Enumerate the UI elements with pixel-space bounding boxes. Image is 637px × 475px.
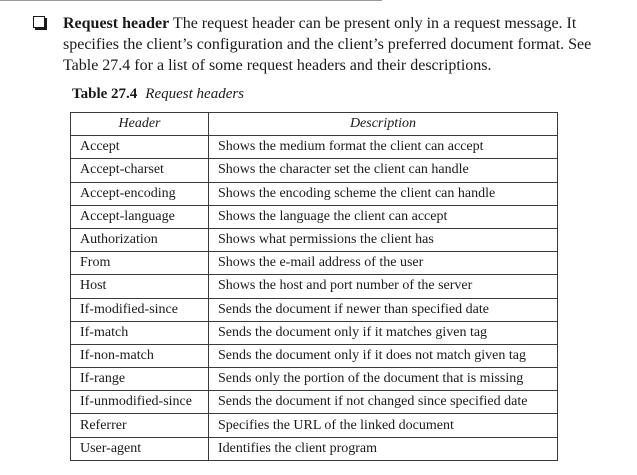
table-row: From Shows the e-mail address of the use… bbox=[70, 251, 558, 276]
header-name-cell: If-unmodified-since bbox=[70, 390, 209, 415]
table-row: User-agent Identifies the client program bbox=[70, 436, 558, 461]
table-header-row: Header Description bbox=[70, 111, 558, 137]
description-cell: Sends only the portion of the document t… bbox=[208, 367, 558, 392]
header-name-cell: User-agent bbox=[70, 436, 209, 461]
header-name-cell: From bbox=[70, 251, 209, 276]
top-divider bbox=[0, 0, 382, 1]
table-row: If-modified-since Sends the document if … bbox=[70, 297, 558, 322]
table-row: Accept-language Shows the language the c… bbox=[70, 204, 558, 229]
header-name-cell: Host bbox=[70, 274, 209, 299]
paragraph-line-3: Table 27.4 for a list of some request he… bbox=[63, 57, 492, 74]
table-row: Accept-encoding Shows the encoding schem… bbox=[70, 181, 558, 206]
header-name-cell: Accept-encoding bbox=[70, 181, 209, 206]
table-row: Accept-charset Shows the character set t… bbox=[70, 158, 558, 183]
table-row: Authorization Shows what permissions the… bbox=[70, 227, 558, 253]
description-cell: Shows the encoding scheme the client can… bbox=[208, 181, 558, 206]
description-cell: Shows the character set the client can h… bbox=[208, 158, 558, 183]
header-name-cell: Referrer bbox=[70, 413, 209, 438]
description-cell: Specifies the URL of the linked document bbox=[208, 413, 558, 438]
table-row: Referrer Specifies the URL of the linked… bbox=[70, 413, 558, 438]
description-cell: Shows the language the client can accept bbox=[208, 204, 558, 229]
bullet-box-icon bbox=[33, 16, 45, 28]
header-name-cell: Accept bbox=[70, 135, 209, 160]
table-row: Host Shows the host and port number of t… bbox=[70, 274, 558, 299]
description-cell: Identifies the client program bbox=[208, 436, 558, 461]
description-cell: Sends the document only if it matches gi… bbox=[208, 320, 558, 345]
header-name-cell: If-range bbox=[70, 367, 209, 392]
column-header-description: Description bbox=[208, 111, 558, 137]
description-cell: Sends the document if not changed since … bbox=[208, 390, 558, 415]
paragraph-line-2: specifies the client’s configuration and… bbox=[63, 36, 592, 53]
table-row: If-match Sends the document only if it m… bbox=[70, 320, 558, 345]
paragraph-line-1: The request header can be present only i… bbox=[169, 15, 577, 32]
table-row: Accept Shows the medium format the clien… bbox=[70, 135, 558, 160]
column-header-header: Header bbox=[70, 111, 209, 137]
header-name-cell: Authorization bbox=[70, 227, 209, 253]
table-caption-title: Request headers bbox=[145, 86, 245, 102]
description-cell: Sends the document only if it does not m… bbox=[208, 343, 558, 369]
table-row: If-unmodified-since Sends the document i… bbox=[70, 390, 558, 415]
paragraph-lead-term: Request header bbox=[63, 15, 170, 32]
description-cell: Sends the document if newer than specifi… bbox=[208, 297, 558, 322]
header-name-cell: If-match bbox=[70, 320, 209, 345]
request-headers-table: Header Description Accept Shows the medi… bbox=[70, 111, 558, 461]
table-row: If-non-match Sends the document only if … bbox=[70, 343, 558, 369]
header-name-cell: Accept-language bbox=[70, 204, 209, 229]
header-name-cell: If-non-match bbox=[70, 343, 209, 369]
table-row: If-range Sends only the portion of the d… bbox=[70, 367, 558, 392]
description-cell: Shows what permissions the client has bbox=[208, 227, 558, 253]
table-caption: Table 27.4 Request headers bbox=[72, 84, 244, 104]
description-cell: Shows the host and port number of the se… bbox=[208, 274, 558, 299]
request-header-paragraph: Request header The request header can be… bbox=[63, 13, 623, 76]
header-name-cell: If-modified-since bbox=[70, 297, 209, 322]
header-name-cell: Accept-charset bbox=[70, 158, 209, 183]
description-cell: Shows the medium format the client can a… bbox=[208, 135, 558, 160]
table-caption-number: Table 27.4 bbox=[72, 86, 138, 102]
description-cell: Shows the e-mail address of the user bbox=[208, 251, 558, 276]
